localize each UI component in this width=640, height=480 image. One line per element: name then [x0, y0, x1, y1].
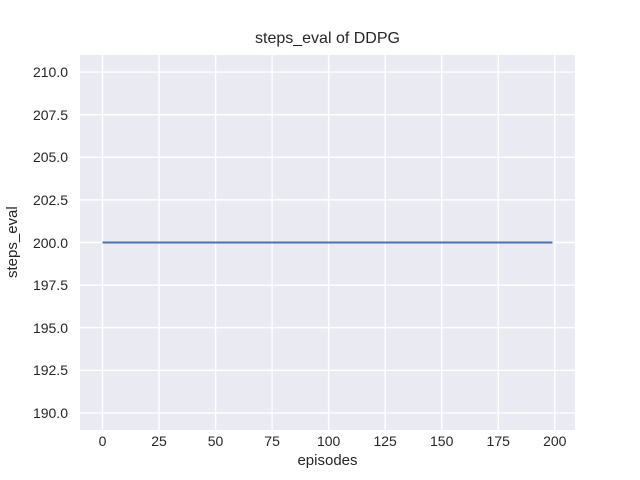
- y-tick-label: 207.5: [32, 106, 68, 123]
- x-tick-label: 200: [543, 433, 567, 449]
- plot-canvas: [80, 55, 575, 430]
- y-tick-label: 197.5: [32, 277, 68, 294]
- y-tick-label: 210.0: [32, 64, 68, 81]
- x-tick-label: 175: [486, 433, 510, 449]
- x-tick-label: 150: [430, 433, 454, 449]
- y-tick-label: 202.5: [32, 191, 68, 208]
- plot-area: [80, 55, 575, 430]
- y-tick-label: 195.0: [32, 319, 68, 336]
- y-tick-label: 205.0: [32, 149, 68, 166]
- chart-title: steps_eval of DDPG: [255, 30, 400, 47]
- x-tick-label: 25: [151, 433, 167, 449]
- x-axis-label: episodes: [297, 452, 358, 469]
- x-tick-label: 75: [264, 433, 280, 449]
- x-tick-label: 100: [316, 433, 341, 449]
- y-tick-label: 192.5: [32, 362, 68, 379]
- x-tick-label: 50: [207, 433, 224, 449]
- y-axis-label: steps_eval: [4, 206, 21, 279]
- x-tick-label: 125: [373, 433, 397, 449]
- y-tick-label: 200.0: [32, 234, 68, 251]
- x-tick-label: 0: [98, 433, 107, 449]
- y-tick-label: 190.0: [32, 404, 68, 421]
